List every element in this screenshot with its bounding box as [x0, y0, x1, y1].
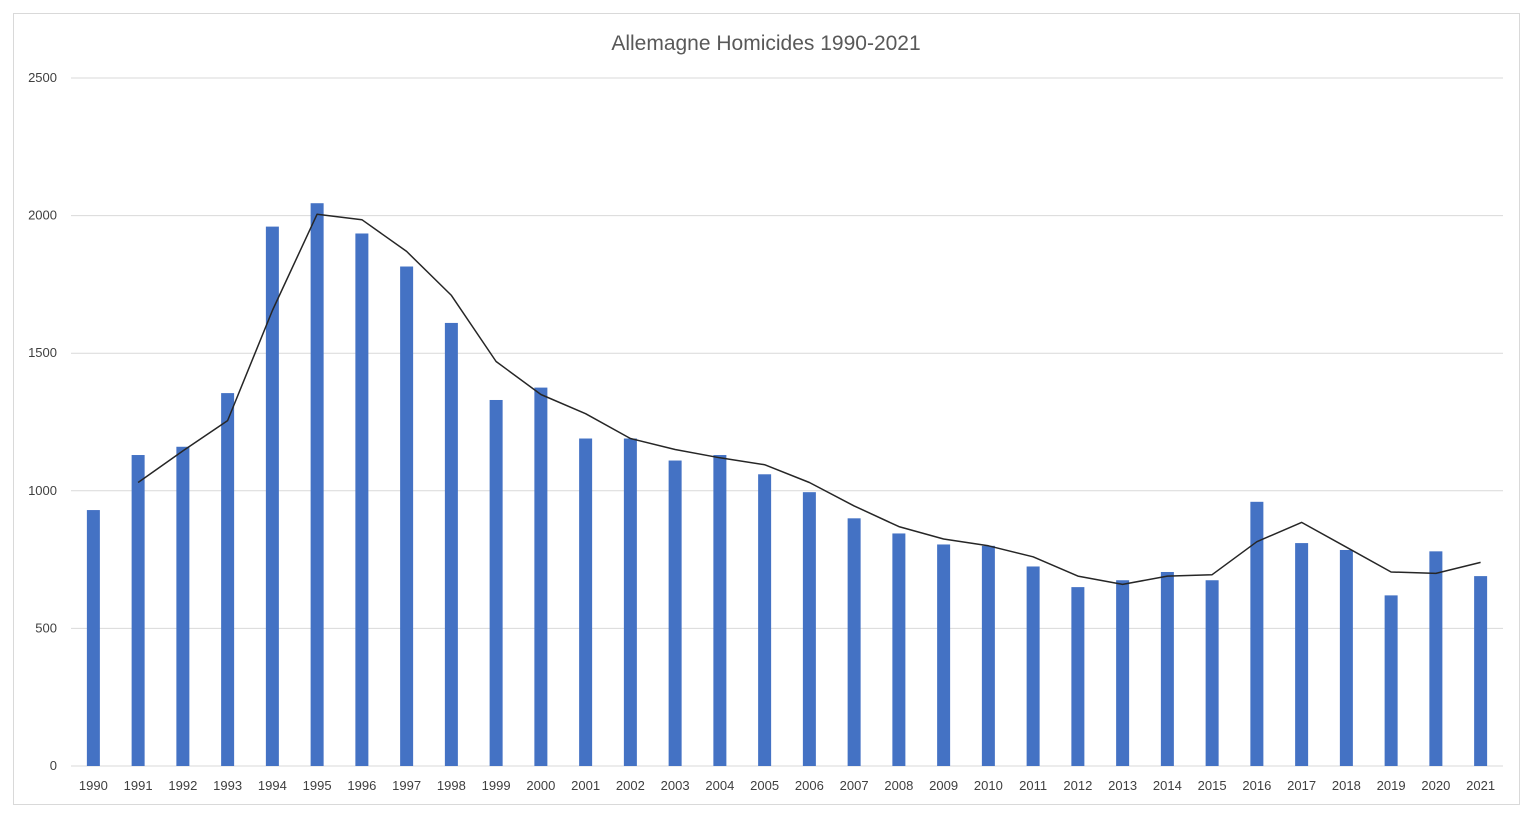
x-tick-label: 2019 — [1377, 778, 1406, 793]
bar-series — [86, 203, 1488, 766]
bar-2017 — [1295, 543, 1309, 766]
y-tick-label: 2500 — [28, 70, 57, 85]
bar-1994 — [265, 226, 279, 766]
bar-2005 — [758, 474, 772, 766]
x-tick-label: 1990 — [79, 778, 108, 793]
x-tick-label: 2005 — [750, 778, 779, 793]
x-tick-label: 2021 — [1466, 778, 1495, 793]
bar-1997 — [400, 266, 414, 766]
x-tick-label: 2010 — [974, 778, 1003, 793]
x-tick-label: 1996 — [347, 778, 376, 793]
x-tick-label: 1991 — [124, 778, 153, 793]
bar-1990 — [86, 510, 100, 766]
bar-2011 — [1026, 566, 1040, 766]
bar-2020 — [1429, 551, 1443, 766]
bar-2004 — [713, 455, 727, 766]
bar-2003 — [668, 460, 682, 766]
chart-title: Allemagne Homicides 1990-2021 — [611, 32, 920, 55]
bar-2021 — [1474, 576, 1488, 766]
gridlines — [71, 77, 1503, 767]
y-tick-label: 2000 — [28, 208, 57, 223]
bar-1992 — [176, 446, 190, 766]
y-tick-label: 500 — [35, 620, 57, 635]
bar-1995 — [310, 203, 324, 766]
y-tick-label: 0 — [50, 758, 57, 773]
x-axis-ticks: 1990 1991 1992 1993 1994 1995 1996 1997 1998 1999… — [79, 778, 1495, 793]
x-tick-label: 1997 — [392, 778, 421, 793]
x-tick-label: 2017 — [1287, 778, 1316, 793]
y-tick-label: 1000 — [28, 483, 57, 498]
x-tick-label: 1994 — [258, 778, 287, 793]
bar-2001 — [579, 438, 593, 766]
bar-2018 — [1339, 549, 1353, 766]
x-tick-label: 2020 — [1421, 778, 1450, 793]
x-tick-label: 2012 — [1063, 778, 1092, 793]
x-tick-label: 1995 — [303, 778, 332, 793]
x-tick-label: 2004 — [705, 778, 734, 793]
x-tick-label: 2018 — [1332, 778, 1361, 793]
bar-2016 — [1250, 501, 1264, 766]
bar-2000 — [534, 387, 548, 766]
x-tick-label: 2000 — [526, 778, 555, 793]
bar-1999 — [489, 399, 503, 766]
x-tick-label: 1993 — [213, 778, 242, 793]
x-tick-label: 2015 — [1198, 778, 1227, 793]
x-tick-label: 1998 — [437, 778, 466, 793]
y-tick-label: 1500 — [28, 345, 57, 360]
trend-line-series — [137, 213, 1481, 586]
y-axis-ticks: 0 500 1000 1500 2000 2500 — [28, 70, 57, 773]
bar-2002 — [623, 438, 637, 766]
x-tick-label: 2014 — [1153, 778, 1182, 793]
bar-1993 — [221, 393, 235, 766]
x-tick-label: 2006 — [795, 778, 824, 793]
x-tick-label: 2003 — [661, 778, 690, 793]
trend-line — [137, 213, 1481, 586]
bar-2009 — [937, 544, 951, 766]
x-tick-label: 2008 — [884, 778, 913, 793]
bar-2010 — [981, 545, 995, 766]
bar-2008 — [892, 533, 906, 766]
x-tick-label: 1992 — [168, 778, 197, 793]
bar-2012 — [1071, 587, 1085, 766]
bar-1998 — [444, 322, 458, 766]
x-tick-label: 2002 — [616, 778, 645, 793]
x-tick-label: 2007 — [840, 778, 869, 793]
x-tick-label: 1999 — [482, 778, 511, 793]
bar-2014 — [1160, 571, 1174, 766]
bar-2006 — [802, 492, 816, 766]
bar-1996 — [355, 233, 369, 766]
bar-1991 — [131, 455, 145, 766]
bar-2007 — [847, 518, 861, 766]
bar-2013 — [1116, 580, 1130, 766]
x-tick-label: 2009 — [929, 778, 958, 793]
x-tick-label: 2011 — [1019, 778, 1047, 793]
x-tick-label: 2001 — [571, 778, 600, 793]
bar-2019 — [1384, 595, 1398, 766]
bar-2015 — [1205, 580, 1219, 766]
x-tick-label: 2016 — [1242, 778, 1271, 793]
x-tick-label: 2013 — [1108, 778, 1137, 793]
